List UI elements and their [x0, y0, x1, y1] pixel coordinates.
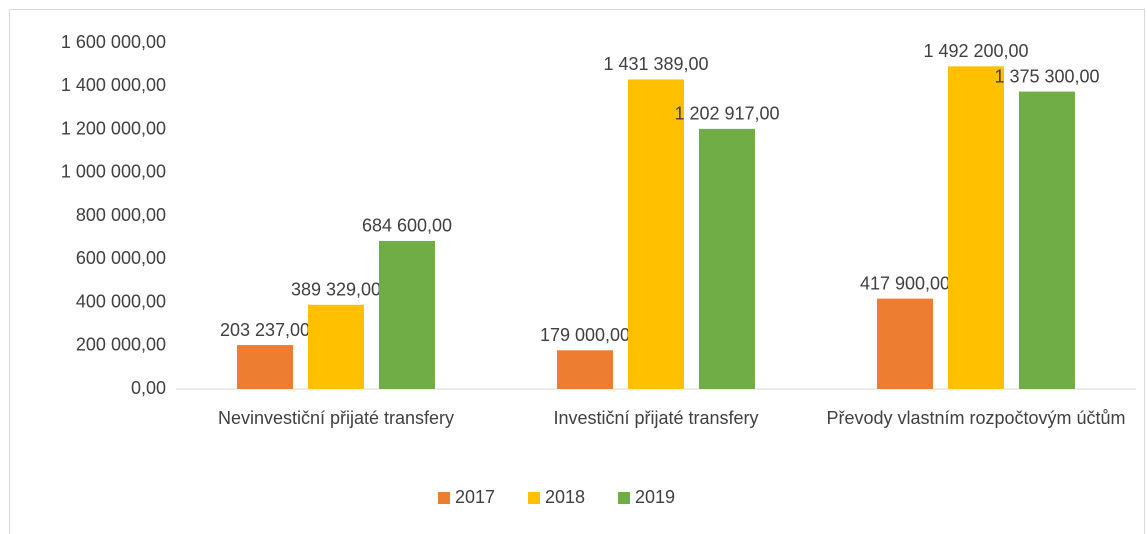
bar: [308, 304, 364, 389]
data-label: 1 375 300,00: [994, 66, 1099, 86]
data-label: 1 492 200,00: [923, 41, 1028, 61]
bar: [699, 128, 755, 389]
y-tick-label: 1 200 000,00: [61, 118, 166, 138]
data-label: 389 329,00: [291, 280, 381, 300]
legend-swatch: [618, 492, 630, 504]
bar: [557, 350, 613, 389]
bar: [237, 345, 293, 389]
y-tick-label: 1 600 000,00: [61, 32, 166, 52]
y-tick-label: 1 000 000,00: [61, 162, 166, 182]
legend-label: 2017: [455, 487, 495, 507]
bar: [628, 79, 684, 389]
x-tick-label: Převody vlastním rozpočtovým účtům: [826, 408, 1126, 428]
y-tick-label: 800 000,00: [76, 205, 166, 225]
y-tick-label: 0,00: [131, 378, 166, 398]
y-tick-label: 600 000,00: [76, 248, 166, 268]
data-label: 1 431 389,00: [603, 54, 708, 74]
legend-swatch: [528, 492, 540, 504]
data-label: 1 202 917,00: [674, 104, 779, 124]
x-tick-label: Nevinvestiční přijaté transfery: [217, 408, 455, 428]
legend-swatch: [438, 492, 450, 504]
legend-label: 2018: [545, 487, 585, 507]
y-tick-label: 400 000,00: [76, 291, 166, 311]
data-label: 684 600,00: [362, 216, 452, 236]
bar: [877, 298, 933, 389]
data-label: 417 900,00: [860, 273, 950, 293]
bar: [379, 240, 435, 389]
bar: [1019, 91, 1075, 390]
x-tick-label: Investiční přijaté transfery: [553, 408, 759, 428]
data-label: 179 000,00: [540, 325, 630, 345]
bar: [948, 66, 1004, 389]
chart-frame: [9, 9, 1145, 534]
data-label: 203 237,00: [220, 320, 310, 340]
legend-label: 2019: [635, 487, 675, 507]
y-tick-label: 1 400 000,00: [61, 75, 166, 95]
y-tick-label: 200 000,00: [76, 335, 166, 355]
